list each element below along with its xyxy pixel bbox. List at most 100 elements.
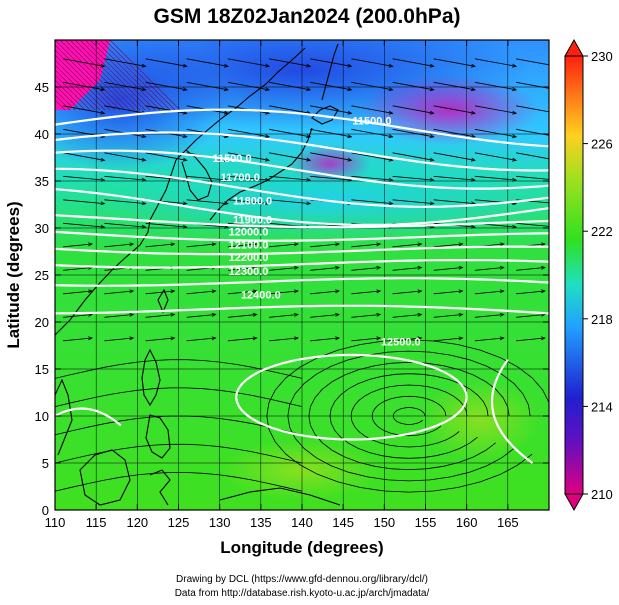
streamline-arrow: [100, 157, 106, 162]
colorbar-tick-label-210: 210: [591, 487, 613, 502]
streamline-arrow: [211, 289, 217, 294]
hatch-line: [79, 40, 151, 111]
x-tick-label-160: 160: [456, 515, 478, 530]
streamline-arrow: [540, 242, 546, 247]
streamline: [351, 314, 381, 318]
streamline: [269, 58, 311, 67]
streamline-arrow: [293, 312, 299, 317]
x-tick-label-110: 110: [45, 515, 66, 530]
contour-label-4: 11900.0: [233, 214, 272, 226]
contour-line: [55, 230, 549, 242]
streamline: [104, 105, 146, 114]
streamline: [227, 152, 270, 161]
streamline: [186, 81, 228, 91]
streamline: [63, 105, 105, 114]
streamline-arrow: [141, 157, 147, 162]
streamline-arrow: [417, 289, 423, 294]
streamline-arrow: [141, 177, 147, 182]
streamline: [227, 199, 270, 204]
streamline: [516, 58, 549, 66]
streamline-arrow: [265, 134, 271, 139]
x-tick-label-130: 130: [209, 515, 231, 530]
streamline: [433, 337, 463, 342]
coast-indochina: [55, 378, 73, 456]
streamline-arrow: [182, 157, 188, 162]
y-tick-label-45: 45: [35, 80, 49, 95]
streamline: [433, 128, 475, 138]
colorbar-tick-label-218: 218: [591, 312, 613, 327]
streamline-arrow: [265, 177, 271, 182]
streamline-arrow: [223, 87, 229, 92]
streamline-swirl: [308, 361, 510, 471]
streamline: [310, 175, 352, 181]
streamline-arrow: [470, 63, 476, 68]
streamline-arrow: [306, 177, 312, 182]
coast-hokkaido: [311, 105, 339, 125]
streamline-arrow: [306, 157, 312, 162]
streamline: [433, 314, 463, 318]
streamline-arrow: [182, 63, 188, 68]
x-tick-label-125: 125: [168, 515, 190, 530]
hatch-line: [99, 40, 171, 111]
height-contours: [55, 108, 549, 464]
streamline-arrow: [540, 336, 546, 341]
hatch-line: [59, 40, 131, 111]
streamline-arrow: [540, 289, 546, 294]
streamline-arrow: [470, 110, 476, 115]
streamline-arrow: [458, 265, 464, 270]
x-axis-label: Longitude (degrees): [220, 538, 383, 557]
streamline: [516, 175, 549, 180]
streamline-arrow: [458, 336, 464, 341]
streamline-arrow: [388, 87, 394, 92]
streamline: [310, 128, 352, 138]
hatch-line: [109, 40, 181, 111]
shade-lime-tropics: [420, 380, 540, 460]
streamline-arrow: [100, 224, 106, 229]
streamline-arrow: [417, 336, 423, 341]
streamline: [516, 290, 545, 295]
streamline-arrow: [470, 177, 476, 182]
contour-line: [55, 245, 549, 256]
streamline-arrow: [306, 63, 312, 68]
streamline-arrow: [429, 110, 435, 115]
streamline: [186, 243, 216, 248]
streamline: [186, 199, 228, 204]
streamline-arrow: [170, 289, 176, 294]
streamline-arrow: [100, 110, 106, 115]
streamline-tropical: [55, 359, 303, 379]
streamline: [104, 290, 134, 295]
streamline: [104, 337, 134, 342]
streamline-arrow: [182, 87, 188, 92]
hatch-line: [69, 40, 141, 111]
streamline: [63, 267, 93, 271]
streamline-arrow: [306, 87, 312, 92]
streamline-arrow: [141, 224, 147, 229]
streamline-arrow: [458, 312, 464, 317]
y-tick-label-40: 40: [35, 127, 49, 142]
coast-luzon: [141, 348, 161, 407]
streamline: [145, 81, 187, 91]
streamline-arrow: [429, 134, 435, 139]
streamline: [227, 243, 257, 248]
streamline: [433, 105, 475, 114]
streamline-arrow: [265, 157, 271, 162]
hatch-line: [104, 40, 176, 111]
contour-line: [55, 259, 549, 269]
contour-line: [55, 188, 549, 226]
streamline: [186, 337, 216, 342]
hatch-line: [74, 40, 146, 111]
streamline: [310, 243, 340, 248]
streamline: [351, 267, 381, 271]
streamline-swirl: [371, 395, 447, 437]
streamline-arrow: [388, 63, 394, 68]
streamline: [433, 267, 463, 271]
colorbar-top-arrow: [564, 38, 584, 57]
hatch-line: [94, 40, 166, 111]
streamline-arrow: [417, 242, 423, 247]
streamline: [227, 314, 257, 318]
streamline: [63, 199, 105, 204]
contour-label-1: 11500.0: [212, 153, 251, 165]
streamline-arrow: [100, 177, 106, 182]
streamline-arrow: [182, 224, 188, 229]
streamline-arrow: [376, 289, 382, 294]
